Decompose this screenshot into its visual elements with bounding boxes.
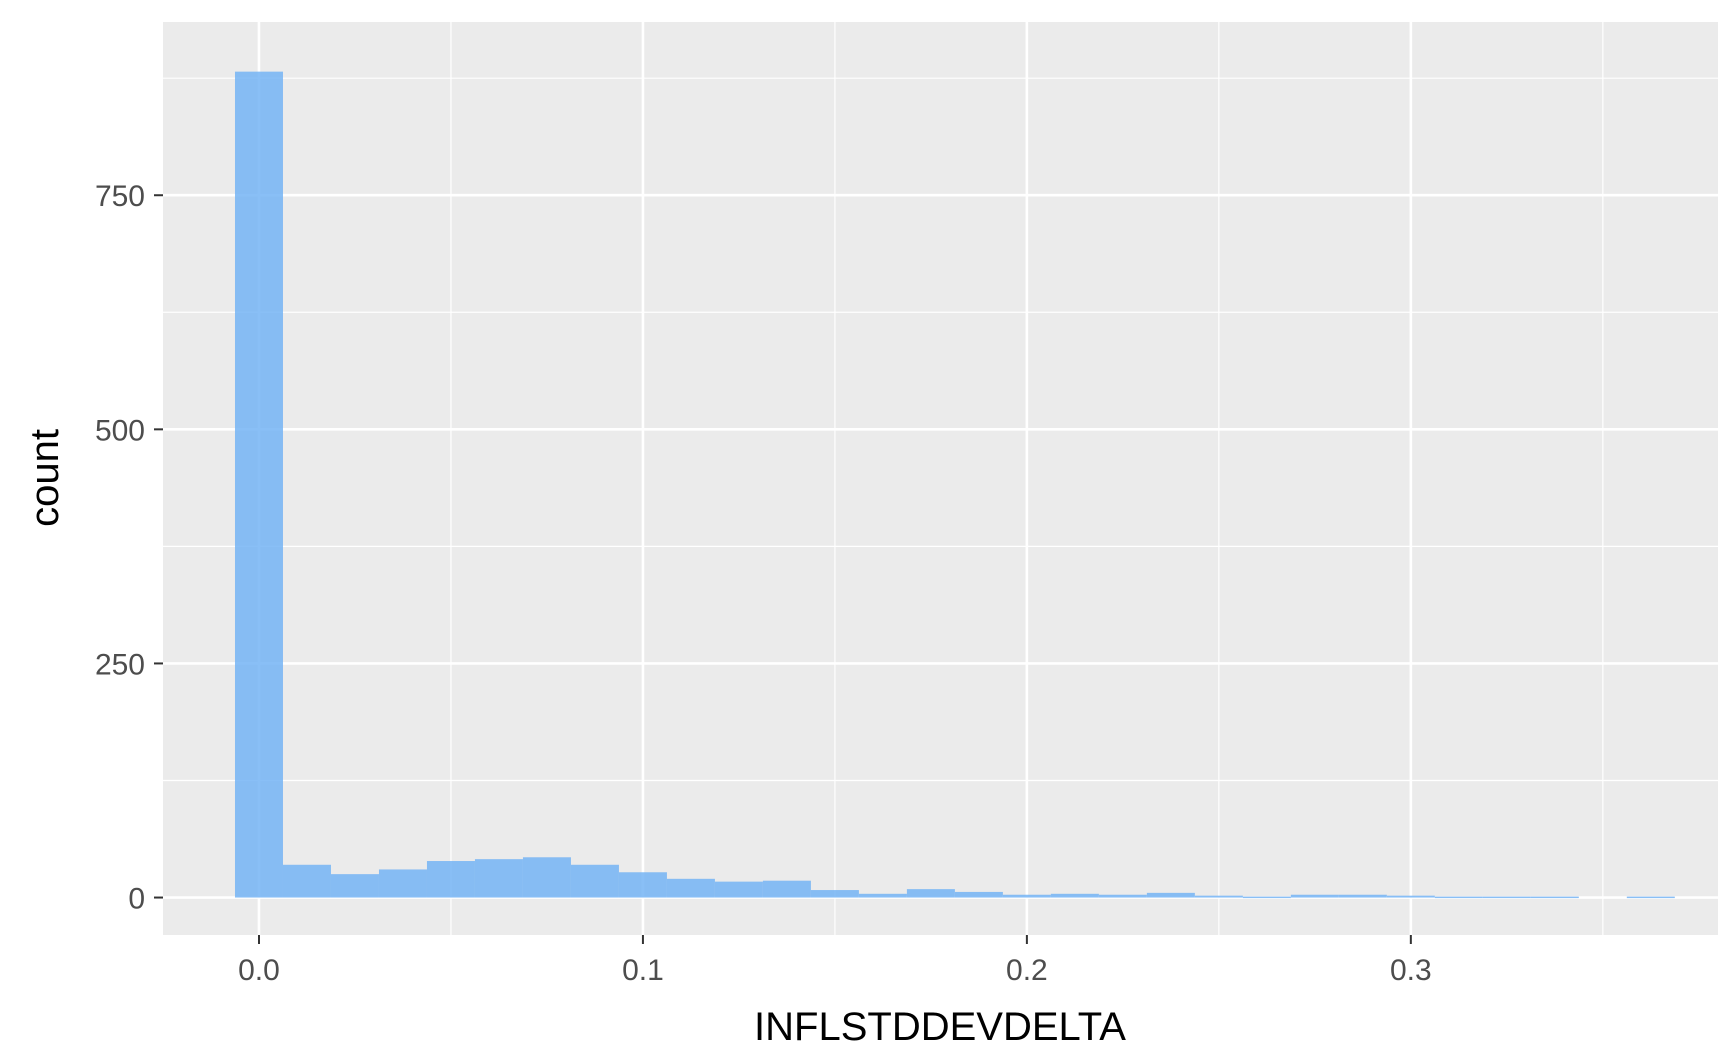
histogram-bar xyxy=(666,878,715,898)
minor-gridlines xyxy=(163,22,1718,935)
x-axis: 0.0 0.1 0.2 0.3 xyxy=(238,935,1432,987)
histogram-bar xyxy=(762,880,811,898)
histogram-bar xyxy=(1530,896,1579,899)
histogram-bar xyxy=(1194,895,1243,898)
y-axis: 0 250 500 750 xyxy=(95,180,163,916)
histogram-bar xyxy=(1386,895,1435,898)
histogram-bar xyxy=(906,889,955,898)
histogram-bar xyxy=(570,864,619,898)
plot-panel xyxy=(163,22,1718,935)
histogram-bar xyxy=(1050,893,1099,898)
x-axis-title: INFLSTDDEVDELTA xyxy=(754,1005,1126,1049)
histogram-bar xyxy=(1626,896,1675,899)
y-axis-title: count xyxy=(23,429,67,527)
histogram-bar xyxy=(522,857,571,898)
histogram-bar xyxy=(474,859,523,898)
histogram-bar xyxy=(1482,896,1531,899)
histogram-bar xyxy=(1290,894,1339,898)
histogram-bar xyxy=(234,71,283,898)
histogram-bar xyxy=(954,891,1003,898)
x-tick-label: 0.0 xyxy=(238,954,280,987)
histogram-bar xyxy=(378,869,427,898)
y-tick-label: 750 xyxy=(95,180,145,213)
y-tick-label: 250 xyxy=(95,648,145,681)
histogram-bar xyxy=(1242,896,1291,899)
histogram-bar xyxy=(1146,892,1195,898)
histogram-bar xyxy=(282,864,331,898)
x-tick-label: 0.3 xyxy=(1390,954,1432,987)
histogram-bar xyxy=(618,872,667,898)
histogram-bar xyxy=(426,861,475,898)
histogram-bar xyxy=(810,890,859,898)
x-tick-label: 0.1 xyxy=(622,954,664,987)
histogram-bar xyxy=(1338,894,1387,898)
y-tick-label: 0 xyxy=(128,883,145,916)
histogram-bar xyxy=(858,893,907,898)
histogram-bar xyxy=(1002,894,1051,898)
histogram-bar xyxy=(1434,896,1483,899)
histogram-bar xyxy=(330,874,379,898)
histogram-bar xyxy=(1098,894,1147,898)
histogram-bar xyxy=(714,881,763,898)
y-tick-label: 500 xyxy=(95,414,145,447)
x-tick-label: 0.2 xyxy=(1006,954,1048,987)
histogram-bars xyxy=(234,71,1675,899)
